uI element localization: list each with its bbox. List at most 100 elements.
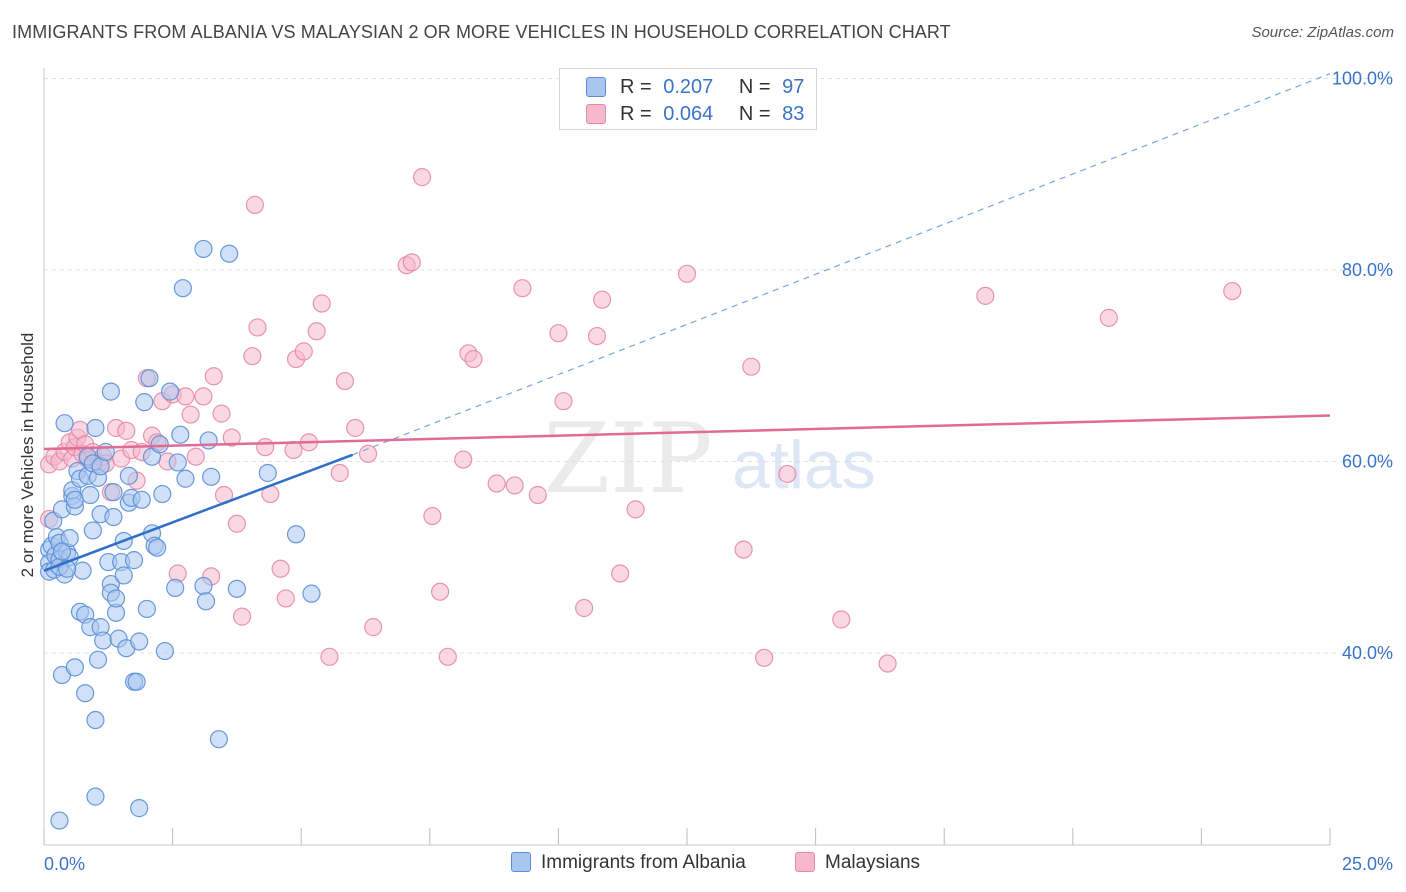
data-point — [554, 392, 573, 411]
data-point — [222, 428, 241, 447]
data-point — [364, 618, 383, 637]
legend-n-value: 97 — [782, 76, 805, 98]
data-point — [412, 168, 432, 187]
legend-n-value: 83 — [782, 103, 805, 125]
data-point — [137, 599, 156, 619]
data-point — [181, 405, 200, 424]
data-point — [209, 730, 228, 749]
y-tick-label: 60.0% — [1342, 452, 1393, 472]
data-point — [549, 324, 568, 343]
data-point — [1099, 308, 1118, 327]
watermark: ZIP atlas — [543, 403, 875, 515]
y-tick-label: 100.0% — [1332, 69, 1393, 89]
data-point — [575, 598, 594, 618]
watermark-atlas: atlas — [732, 427, 876, 503]
data-point — [50, 811, 69, 830]
data-point — [199, 431, 218, 450]
data-point — [196, 592, 216, 611]
data-point — [96, 442, 115, 462]
data-point — [60, 528, 79, 548]
data-point — [130, 632, 149, 651]
legend-r-value: 0.064 — [663, 103, 714, 125]
data-point — [878, 654, 897, 673]
data-point — [976, 286, 995, 305]
tick-labels: 40.0% 60.0% 80.0% 100.0% 0.0% 25.0% — [44, 69, 1393, 875]
data-point — [132, 490, 151, 509]
data-point — [245, 195, 265, 214]
x-tick-label: 0.0% — [44, 854, 85, 874]
data-point — [153, 484, 172, 504]
data-point — [430, 582, 450, 601]
legend-n-label: N = — [738, 76, 771, 98]
data-point — [587, 326, 607, 346]
data-point — [73, 561, 92, 580]
chart-title: IMMIGRANTS FROM ALBANIA VS MALAYSIAN 2 O… — [12, 22, 951, 42]
data-point — [204, 367, 223, 386]
data-point — [81, 485, 100, 505]
data-point — [307, 322, 326, 341]
data-point — [294, 342, 313, 361]
data-point — [248, 318, 267, 337]
albania-points — [40, 239, 321, 830]
data-point — [166, 578, 185, 597]
data-point — [330, 463, 349, 483]
data-point — [104, 507, 123, 527]
data-point — [227, 579, 246, 598]
data-point — [168, 453, 187, 472]
data-point — [611, 564, 630, 583]
data-point — [117, 421, 136, 440]
malaysians-trend-line — [43, 414, 1331, 451]
data-point — [464, 349, 483, 369]
trend-lines — [43, 73, 1331, 572]
y-tick-label: 80.0% — [1342, 260, 1393, 280]
bottom-legend-swatch-pink — [795, 852, 815, 872]
source-credit: Source: ZipAtlas.com — [1251, 24, 1394, 41]
data-point — [742, 357, 761, 376]
data-point — [423, 506, 442, 526]
data-point — [176, 387, 195, 406]
data-point — [194, 239, 213, 259]
bottom-legend-albania: Immigrants from Albania — [511, 852, 746, 874]
data-point — [734, 540, 753, 559]
data-point — [52, 542, 72, 561]
data-point — [160, 382, 180, 401]
legend-swatch-pink — [586, 104, 606, 124]
data-point — [778, 464, 797, 484]
albania-trend-line — [43, 453, 354, 572]
data-point — [65, 490, 84, 509]
data-point — [104, 483, 123, 502]
bottom-legend-swatch-blue — [511, 852, 531, 872]
data-point — [140, 369, 159, 388]
legend-r-label: R = — [620, 76, 652, 98]
gridlines — [44, 78, 1392, 654]
data-point — [94, 631, 113, 650]
data-point — [346, 418, 365, 438]
data-point — [186, 447, 205, 466]
data-point — [487, 474, 506, 493]
data-point — [176, 469, 195, 488]
data-point — [755, 648, 774, 667]
data-point — [271, 559, 290, 578]
data-point — [513, 279, 532, 298]
data-point — [227, 514, 246, 533]
data-point — [127, 672, 146, 691]
data-point — [402, 253, 421, 272]
x-tick-label: 25.0% — [1342, 854, 1393, 874]
data-point — [155, 641, 174, 661]
bottom-legend-label: Immigrants from Albania — [541, 852, 746, 873]
data-point — [150, 435, 169, 454]
data-point — [454, 450, 473, 469]
data-point — [83, 521, 102, 540]
data-point — [114, 566, 133, 585]
data-point — [76, 684, 95, 703]
data-point — [358, 444, 378, 463]
data-point — [232, 607, 252, 626]
data-point — [312, 294, 331, 313]
data-point — [256, 438, 275, 457]
data-point — [528, 485, 547, 505]
data-point — [243, 347, 262, 366]
data-point — [86, 787, 105, 806]
data-point — [86, 710, 105, 730]
data-point — [832, 610, 851, 629]
